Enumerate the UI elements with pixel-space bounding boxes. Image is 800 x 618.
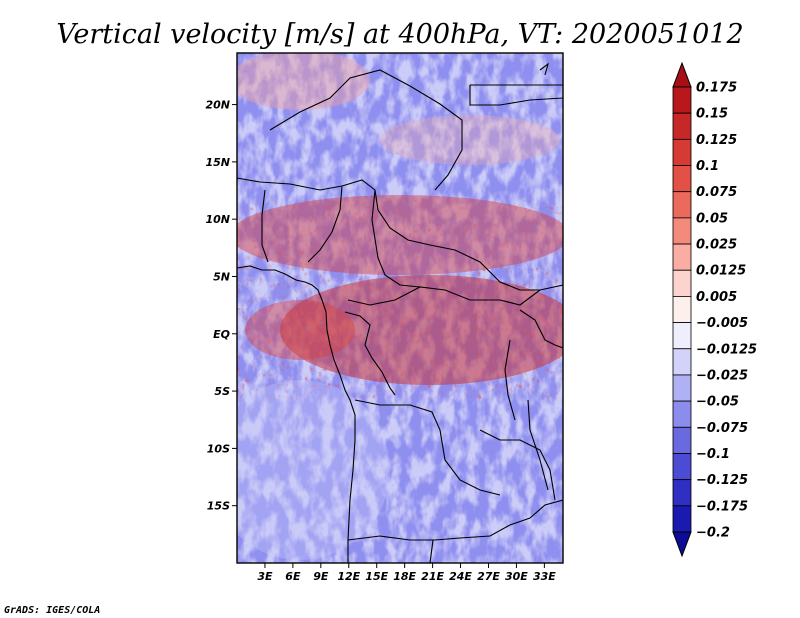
colorbar-label: −0.075 [696,421,748,436]
colorbar-label: −0.025 [696,368,748,383]
x-tick-label: 33E [533,570,556,583]
country-borders [237,62,563,563]
colorbar-swatch [672,296,692,323]
x-tick-label: 9E [313,570,329,583]
colorbar-swatch [672,217,692,245]
y-tick-label: 10S [207,442,230,455]
x-tick-label: 24E [449,570,472,583]
y-axis: 20N 15N 10N 5N EQ 5S 10S 15S [205,99,237,513]
colorbar-label: 0.1 [696,159,719,174]
colorbar-swatch [672,165,692,193]
colorbar-label: 0.0125 [696,264,746,279]
y-tick-label: 15N [205,156,230,169]
x-axis: 3E 6E 9E 12E 15E 18E 21E 24E 27E 30E 33E [257,563,556,583]
map-frame [236,52,564,564]
colorbar-label: 0.025 [696,238,737,253]
colorbar-label: 0.15 [696,107,728,122]
colorbar-swatch [672,374,692,402]
x-tick-label: 6E [285,570,301,583]
colorbar-swatch [672,269,692,297]
colorbar-label: −0.125 [696,473,748,488]
footer-credit: GrADS: IGES/COLA [4,605,100,616]
colorbar-label: −0.1 [696,447,730,462]
chart-title: Vertical velocity [m/s] at 400hPa, VT: 2… [56,19,743,50]
colorbar-swatch [672,191,692,219]
colorbar-swatch [672,426,692,454]
colorbar-extend-min [672,531,692,558]
y-tick-label: 5N [213,270,230,283]
colorbar-label: −0.0125 [696,342,757,357]
colorbar-extend-max [672,61,692,88]
colorbar-label: −0.05 [696,395,739,410]
x-tick-label: 30E [505,570,528,583]
y-tick-label: 15S [207,500,230,513]
x-tick-label: 15E [365,570,388,583]
y-tick-label: 20N [205,99,230,112]
colorbar-swatch [672,138,692,166]
colorbar-swatch [672,400,692,428]
y-tick-label: 10N [205,213,230,226]
x-tick-label: 27E [477,570,500,583]
colorbar-swatch [672,86,692,114]
colorbar-swatch [672,322,692,350]
colorbar-label: 0.075 [696,185,737,200]
colorbar-label: 0.005 [696,290,737,305]
y-tick-label: 5S [214,385,230,398]
colorbar-swatch [672,112,692,140]
colorbar-label: 0.175 [696,81,737,96]
x-tick-label: 18E [393,570,416,583]
colorbar-label: −0.175 [696,499,748,514]
field-descent-texture [237,53,563,563]
colorbar: 0.175 0.15 0.125 0.1 0.075 0.05 0.025 0.0125 0.0… [672,61,757,558]
x-tick-label: 21E [421,570,444,583]
colorbar-label: −0.005 [696,316,748,331]
colorbar-swatch [672,479,692,507]
colorbar-label: 0.05 [696,211,728,226]
colorbar-label: −0.2 [696,526,730,541]
colorbar-swatch [672,348,692,376]
plot-area [237,53,563,563]
x-tick-label: 12E [337,570,360,583]
y-tick-label: EQ [213,328,230,341]
colorbar-swatch [672,505,692,533]
colorbar-swatch [672,453,692,481]
colorbar-swatch [672,243,692,271]
colorbar-label: 0.125 [696,133,737,148]
x-tick-label: 3E [257,570,273,583]
field-cool-region [237,380,390,560]
